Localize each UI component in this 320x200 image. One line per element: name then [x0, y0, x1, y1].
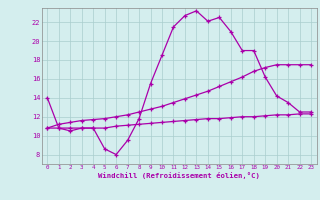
X-axis label: Windchill (Refroidissement éolien,°C): Windchill (Refroidissement éolien,°C): [98, 172, 260, 179]
